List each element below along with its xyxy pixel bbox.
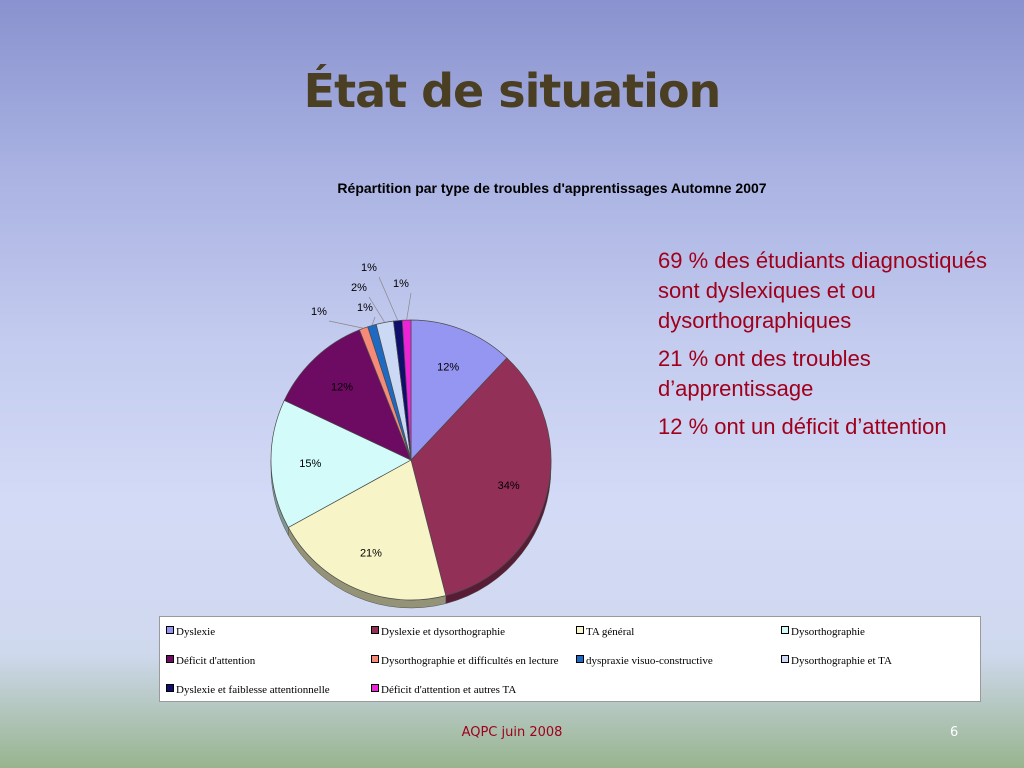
chart-title: Répartition par type de troubles d'appre… — [337, 180, 767, 196]
pie-data-label-7: 2% — [351, 282, 367, 294]
legend-item: dyspraxie visuo-constructive — [576, 654, 713, 668]
legend-label: dyspraxie visuo-constructive — [586, 655, 713, 667]
legend-swatch — [166, 626, 174, 634]
legend-item: Déficit d'attention — [166, 654, 255, 668]
legend-swatch — [371, 684, 379, 692]
bullet-item: 12 % ont un déficit d’attention — [658, 414, 947, 439]
pie-data-label-5: 1% — [311, 306, 327, 318]
legend-swatch — [781, 626, 789, 634]
pie-leader-line — [328, 320, 364, 329]
pie-leader-line — [378, 276, 399, 321]
legend-swatch — [166, 684, 174, 692]
pie-slice-2 — [287, 459, 447, 601]
pie-slice-3 — [270, 399, 412, 528]
pie-slice-1 — [410, 357, 552, 597]
legend-item: Dyslexie — [166, 625, 215, 639]
pie-data-label-3: 15% — [299, 458, 321, 470]
pie-data-label-4: 12% — [331, 382, 353, 394]
legend-item: TA général — [576, 625, 634, 639]
legend-label: Dyslexie et faiblesse attentionnelle — [176, 684, 330, 696]
legend-swatch — [371, 626, 379, 634]
chart-legend: Dyslexie Dyslexie et dysorthographie TA gé… — [159, 616, 981, 702]
legend-item: Dyslexie et faiblesse attentionnelle — [166, 683, 330, 697]
page-number: 6 — [950, 725, 959, 740]
pie-slice-4 — [283, 329, 412, 461]
pie-data-label-9: 1% — [393, 278, 409, 290]
legend-item: Dyslexie et dysorthographie — [371, 625, 505, 639]
slide-footer: AQPC juin 2008 — [461, 725, 563, 740]
pie-slice-0 — [410, 319, 508, 461]
slide-title: État de situation — [303, 64, 722, 118]
legend-label: Dysorthographie et TA — [791, 655, 892, 667]
pie-leader-line — [368, 296, 386, 323]
legend-item: Dysorthographie — [781, 625, 865, 639]
pie-data-label-1: 34% — [498, 480, 520, 492]
legend-label: TA général — [586, 626, 635, 638]
legend-item: Dysorthographie et TA — [781, 654, 892, 668]
legend-item: Dysorthographie et difficultés en lectur… — [371, 654, 559, 668]
legend-label: Dysorthographie — [791, 626, 865, 638]
legend-swatch — [576, 626, 584, 634]
legend-swatch — [371, 655, 379, 663]
legend-item: Déficit d'attention et autres TA — [371, 683, 516, 697]
pie-data-label-8: 1% — [361, 262, 377, 274]
legend-label: Dyslexie — [176, 626, 216, 638]
legend-swatch — [781, 655, 789, 663]
pie-data-label-2: 21% — [360, 548, 382, 560]
legend-swatch — [166, 655, 174, 663]
legend-swatch — [576, 655, 584, 663]
bullet-item: 69 % des étudiants diagnostiqués sont dy… — [658, 248, 988, 333]
pie-leader-line — [406, 292, 412, 321]
pie-leader-line — [371, 316, 376, 326]
pie-data-label-0: 12% — [437, 361, 459, 373]
legend-label: Déficit d'attention et autres TA — [381, 684, 517, 696]
bullet-item: 21 % ont des troubles d’apprentissage — [658, 346, 871, 401]
legend-label: Déficit d'attention — [176, 655, 256, 667]
legend-label: Dyslexie et dysorthographie — [381, 626, 506, 638]
pie-data-label-6: 1% — [357, 302, 373, 314]
legend-label: Dysorthographie et difficultés en lectur… — [381, 655, 559, 667]
bullet-list: 69 % des étudiants diagnostiqués sont dy… — [658, 246, 998, 450]
